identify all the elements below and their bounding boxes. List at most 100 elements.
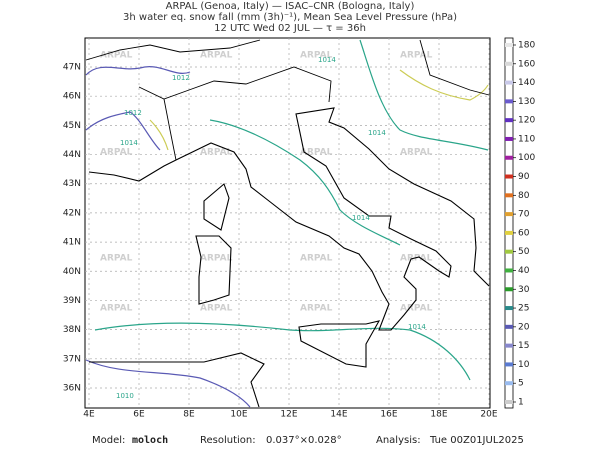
colorbar-frame bbox=[504, 37, 514, 409]
watermark: ARPAL bbox=[400, 148, 433, 158]
colorbar-label: 120 bbox=[518, 116, 535, 126]
colorbar-label: 130 bbox=[518, 97, 535, 107]
lon-label: 6E bbox=[133, 410, 145, 420]
isobar-label: 1014 bbox=[408, 323, 426, 331]
colorbar-swatch bbox=[505, 306, 513, 311]
colorbar-swatch bbox=[505, 343, 513, 348]
lon-label: 4E bbox=[83, 410, 95, 420]
colorbar-swatch bbox=[505, 155, 513, 160]
watermark: ARPAL bbox=[200, 304, 233, 314]
colorbar-label: 70 bbox=[518, 210, 530, 220]
footer-value: moloch bbox=[132, 435, 168, 446]
footer: Model: moloch Resolution: 0.037°×0.028° … bbox=[92, 435, 524, 446]
colorbar-swatch bbox=[505, 362, 513, 367]
isobar-label: 1010 bbox=[116, 392, 134, 400]
colorbar-label: 5 bbox=[518, 379, 524, 389]
lon-label: 18E bbox=[430, 410, 447, 420]
lat-label: 41N bbox=[63, 238, 81, 248]
colorbar-swatch bbox=[505, 136, 513, 141]
isobar-label: 1014 bbox=[120, 139, 138, 147]
watermark: ARPAL bbox=[300, 51, 333, 61]
lat-label: 40N bbox=[63, 267, 81, 277]
colorbar-swatch bbox=[505, 193, 513, 198]
lon-label: 20E bbox=[480, 410, 497, 420]
lat-label: 39N bbox=[63, 296, 81, 306]
colorbar-swatch bbox=[505, 324, 513, 329]
colorbar-label: 30 bbox=[518, 285, 530, 295]
colorbar-label: 15 bbox=[518, 341, 529, 351]
lon-label: 12E bbox=[280, 410, 297, 420]
header-line: ARPAL (Genoa, Italy) — ISAC–CNR (Bologna… bbox=[166, 1, 415, 12]
footer-label: Model: bbox=[92, 435, 125, 446]
colorbar-swatch bbox=[505, 381, 513, 386]
isobars bbox=[85, 39, 489, 408]
colorbar-label: 90 bbox=[518, 172, 530, 182]
footer-label: Analysis: bbox=[376, 435, 421, 446]
colorbar-label: 140 bbox=[518, 78, 535, 88]
watermark: ARPAL bbox=[400, 304, 433, 314]
watermark: ARPAL bbox=[300, 254, 333, 264]
watermark: ARPAL bbox=[200, 148, 233, 158]
footer-value: Tue 00Z01JUL2025 bbox=[429, 435, 524, 446]
isobar-labels: 1012 1012 1014 1014 1014 1014 1014 1010 bbox=[116, 56, 426, 400]
colorbar-label: 50 bbox=[518, 247, 530, 257]
lon-label: 16E bbox=[380, 410, 397, 420]
watermark: ARPAL bbox=[300, 148, 333, 158]
footer-label: Resolution: bbox=[200, 435, 256, 446]
colorbar-label: 60 bbox=[518, 228, 530, 238]
colorbar-swatch bbox=[505, 287, 513, 292]
colorbar-swatch bbox=[505, 212, 513, 217]
lon-label: 14E bbox=[330, 410, 347, 420]
watermark: ARPAL bbox=[400, 51, 433, 61]
isobar-label: 1014 bbox=[352, 214, 370, 222]
colorbar-swatch bbox=[505, 230, 513, 235]
colorbar-label: 25 bbox=[518, 304, 529, 314]
colorbar-swatch bbox=[505, 174, 513, 179]
isobar-label: 1012 bbox=[124, 109, 142, 117]
lat-label: 36N bbox=[63, 384, 81, 394]
watermark: ARPAL bbox=[100, 304, 133, 314]
colorbar-label: 20 bbox=[518, 322, 530, 332]
lat-label: 42N bbox=[63, 208, 81, 218]
colorbar-label: 80 bbox=[518, 191, 530, 201]
colorbar-label: 160 bbox=[518, 59, 535, 69]
watermark: ARPAL bbox=[100, 51, 133, 61]
colorbar-swatch bbox=[505, 80, 513, 85]
footer-value: 0.037°×0.028° bbox=[266, 435, 342, 446]
watermark: ARPAL bbox=[100, 254, 133, 264]
colorbar-label: 40 bbox=[518, 266, 530, 276]
colorbar-swatch bbox=[505, 400, 513, 404]
watermark: ARPAL bbox=[300, 304, 333, 314]
isobar-label: 1012 bbox=[172, 74, 190, 82]
lat-label: 46N bbox=[63, 92, 81, 102]
lat-label: 45N bbox=[63, 121, 81, 131]
colorbar-label: 180 bbox=[518, 41, 535, 51]
lat-label: 38N bbox=[63, 325, 81, 335]
map-frame bbox=[84, 37, 491, 409]
lon-label: 8E bbox=[183, 410, 195, 420]
colorbar-label: 100 bbox=[518, 153, 535, 163]
lon-label: 10E bbox=[230, 410, 247, 420]
colorbar-label: 1 bbox=[518, 398, 524, 408]
colorbar-label: 10 bbox=[518, 360, 530, 370]
colorbar-label: 110 bbox=[518, 134, 535, 144]
graticule: 4E 6E 8E 10E 12E 14E 16E 18E 20E 47N 46N 45N 44N 43N 4… bbox=[63, 38, 498, 420]
colorbar-swatch bbox=[505, 99, 513, 104]
lat-label: 37N bbox=[63, 354, 81, 364]
colorbar-swatch bbox=[505, 249, 513, 254]
watermark: ARPAL bbox=[200, 254, 233, 264]
isobar-label: 1014 bbox=[318, 56, 336, 64]
colorbar-swatch bbox=[505, 118, 513, 123]
lat-label: 44N bbox=[63, 150, 81, 160]
colorbar: 1801601401301201101009080706050403025201… bbox=[505, 41, 535, 408]
colorbar-swatch bbox=[505, 61, 513, 66]
lat-label: 47N bbox=[63, 63, 81, 73]
colorbar-swatch bbox=[505, 43, 513, 47]
watermark: ARPAL bbox=[100, 148, 133, 158]
lat-label: 43N bbox=[63, 179, 81, 189]
isobar-label: 1014 bbox=[368, 129, 386, 137]
watermark: ARPAL bbox=[400, 254, 433, 264]
coastlines bbox=[85, 39, 490, 408]
